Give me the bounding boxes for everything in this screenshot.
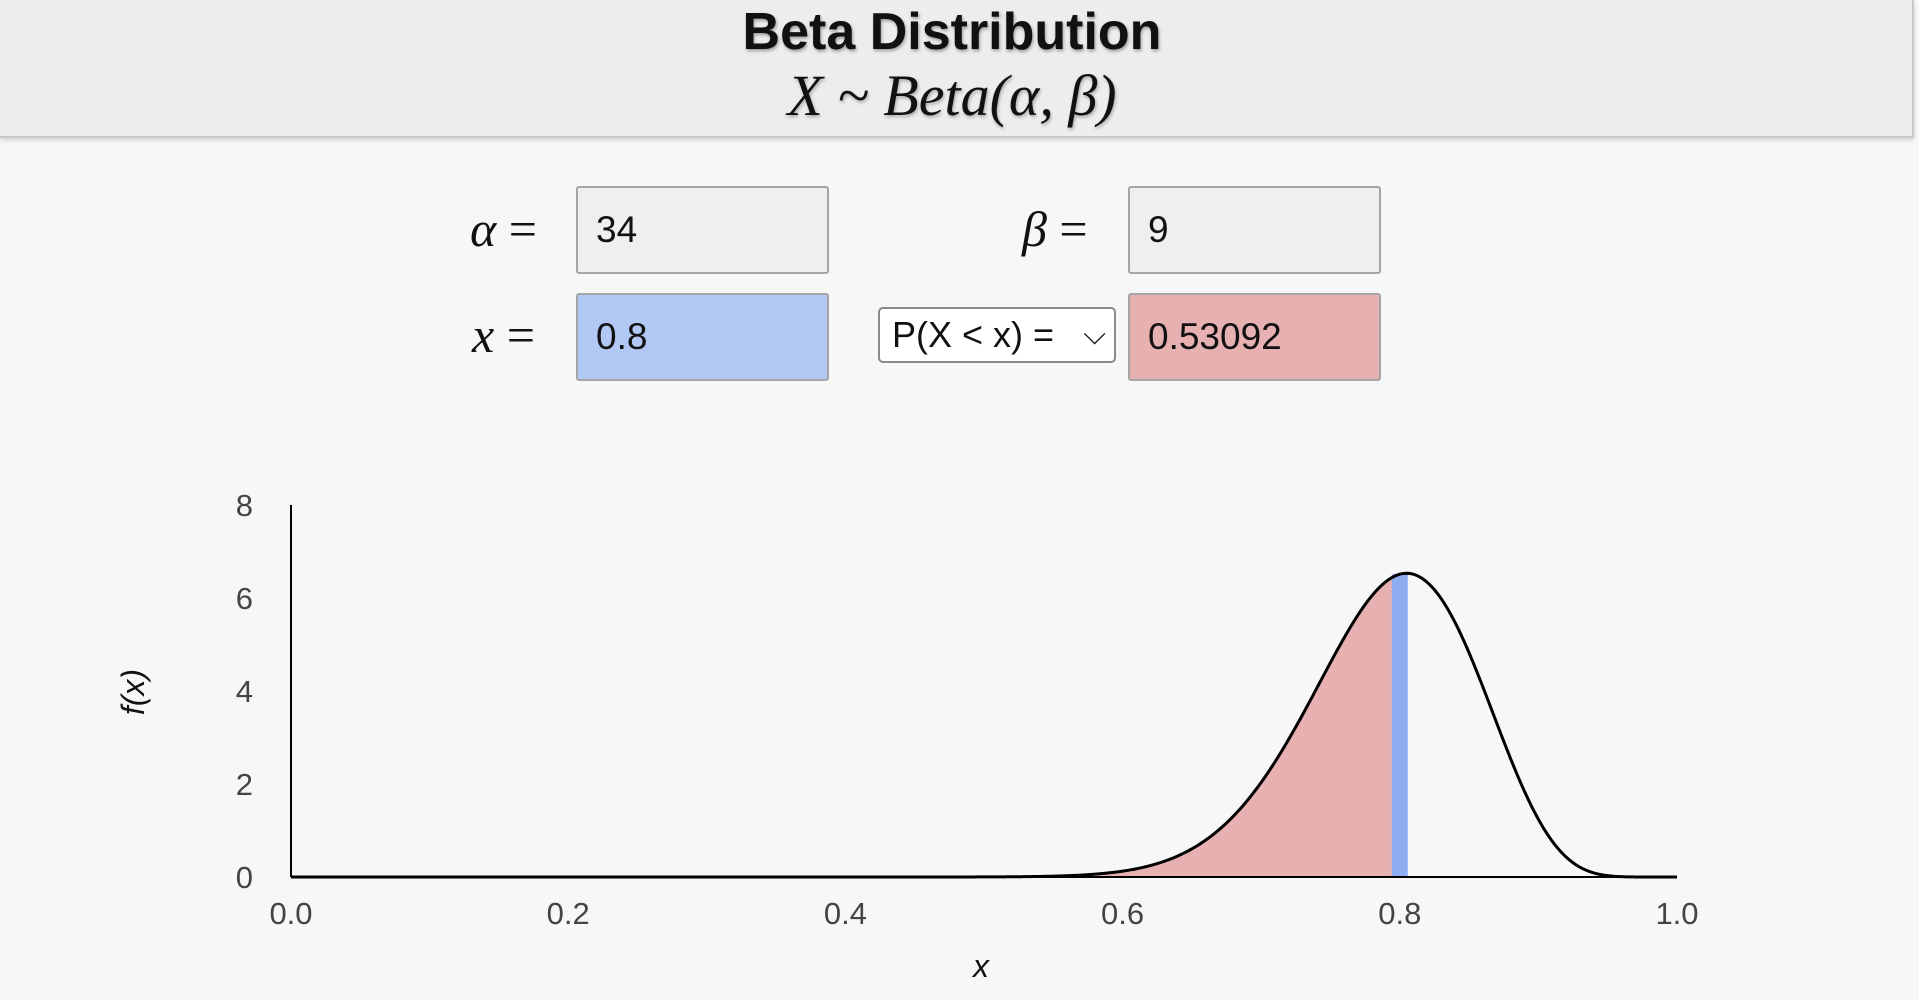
- probability-type-label: P(X < x) =: [892, 314, 1055, 355]
- y-tick-label: 8: [236, 488, 253, 523]
- x-label: x =: [472, 306, 535, 364]
- chevron-down-icon: ⌵: [1083, 318, 1106, 351]
- x-tick-label: 0.4: [824, 896, 867, 931]
- x-equals: =: [506, 307, 535, 363]
- probability-result: 0.53092: [1128, 293, 1381, 381]
- x-tick-label: 0.6: [1101, 896, 1144, 931]
- x-tick-label: 0.2: [547, 896, 590, 931]
- y-tick-label: 2: [236, 767, 253, 802]
- beta-symbol: β: [1022, 201, 1047, 257]
- beta-label: β =: [1022, 200, 1088, 258]
- plot-area: [291, 571, 1677, 879]
- x-symbol: x: [472, 307, 495, 363]
- density-curve: [291, 571, 1677, 879]
- y-tick-label: 4: [236, 674, 253, 709]
- beta-equals: =: [1059, 201, 1088, 257]
- beta-input[interactable]: 9: [1128, 186, 1381, 274]
- x-tick-label: 0.8: [1378, 896, 1421, 931]
- x-axis-label: x: [971, 948, 990, 984]
- alpha-input[interactable]: 34: [576, 186, 829, 274]
- probability-type-select[interactable]: P(X < x) = ⌵: [878, 307, 1116, 363]
- y-tick-label: 6: [236, 581, 253, 616]
- x-marker-bar: [1391, 574, 1408, 877]
- alpha-equals: =: [508, 201, 537, 257]
- x-input[interactable]: 0.8: [576, 293, 829, 381]
- distribution-formula: X ~ Beta(α, β): [787, 63, 1117, 128]
- shaded-probability-area: [291, 574, 1400, 877]
- alpha-label: α =: [470, 200, 537, 258]
- x-tick-label: 1.0: [1655, 896, 1698, 931]
- page-title: Beta Distribution: [742, 3, 1162, 61]
- x-tick-label: 0.0: [269, 896, 312, 931]
- y-axis-label: f(x): [115, 669, 151, 715]
- alpha-symbol: α: [470, 201, 497, 257]
- y-tick-label: 0: [236, 860, 253, 895]
- header-bar: Beta Distribution X ~ Beta(α, β): [0, 0, 1914, 138]
